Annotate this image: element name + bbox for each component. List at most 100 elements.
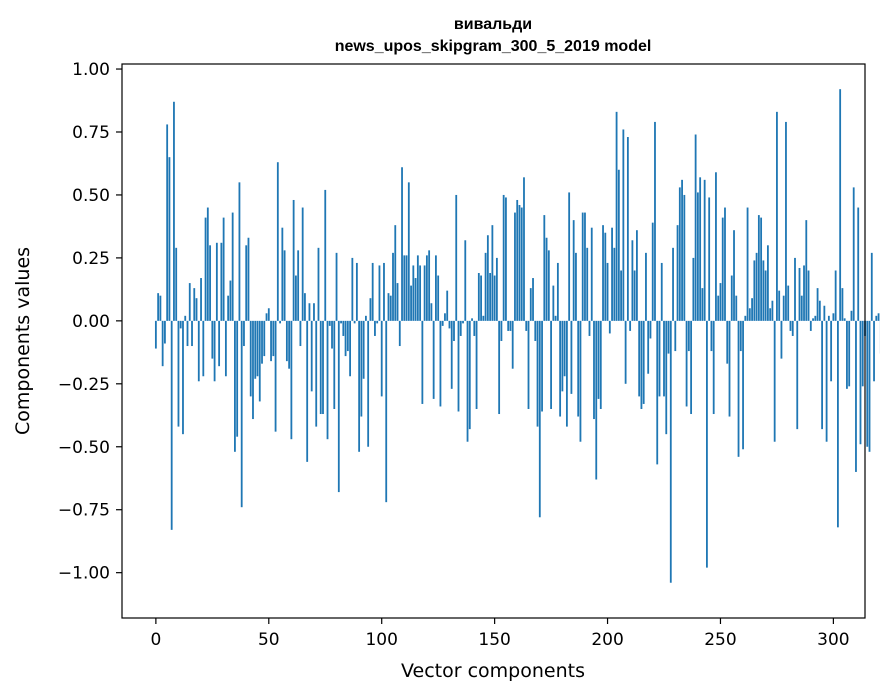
bar (739, 320, 742, 352)
bar (527, 320, 530, 409)
bar (724, 207, 726, 321)
bar (744, 315, 747, 321)
bar (516, 199, 519, 321)
bar (450, 320, 453, 389)
bar (281, 227, 284, 321)
y-tick-label: 0.75 (72, 123, 110, 143)
x-tick-label: 250 (704, 630, 736, 650)
bar (868, 320, 871, 452)
bar (733, 230, 735, 321)
bar (486, 235, 489, 321)
bar (789, 320, 792, 331)
bar (315, 320, 318, 427)
bar (827, 315, 830, 321)
bar (333, 320, 336, 409)
bar (168, 157, 171, 321)
bar (588, 320, 591, 336)
bar (545, 237, 548, 321)
bar (464, 240, 467, 321)
bar (240, 320, 243, 508)
bar (514, 212, 516, 321)
bar (304, 293, 306, 321)
bar (681, 179, 683, 321)
bar (369, 298, 372, 321)
bar (310, 320, 313, 392)
bar (238, 182, 241, 321)
bar (715, 172, 717, 321)
bar (622, 129, 625, 321)
bar (261, 320, 263, 364)
bar (572, 220, 575, 321)
bar (493, 275, 496, 321)
bar (502, 194, 505, 321)
bar (353, 320, 356, 324)
bar (658, 320, 661, 397)
bar (335, 252, 338, 321)
bar (638, 320, 641, 397)
bar (466, 320, 469, 442)
bar (322, 320, 324, 415)
bar (258, 320, 261, 402)
bar (633, 270, 636, 321)
bar (839, 89, 842, 321)
bar (511, 320, 514, 369)
bar (606, 262, 609, 321)
bar (292, 199, 295, 321)
bar (227, 295, 230, 321)
bar (489, 273, 492, 321)
bar (791, 320, 794, 336)
bar (419, 265, 422, 321)
bar (473, 320, 476, 336)
bar (428, 250, 431, 321)
bar (561, 320, 564, 392)
x-tick-label: 50 (258, 630, 280, 650)
bar (263, 320, 266, 357)
bar (197, 320, 200, 382)
bar (385, 320, 388, 503)
bar (536, 320, 539, 427)
bar (848, 320, 851, 387)
x-tick-label: 300 (817, 630, 849, 650)
bar (274, 320, 277, 432)
y-tick-label: 0.25 (72, 249, 110, 269)
bar (342, 320, 345, 336)
bar (222, 217, 225, 321)
bar (491, 225, 494, 321)
bar (401, 167, 403, 321)
bar (674, 320, 677, 352)
bar (236, 320, 239, 437)
bar (453, 320, 455, 341)
bar (742, 320, 744, 450)
bar (649, 320, 652, 339)
bar (331, 320, 333, 349)
bar (579, 320, 582, 442)
bar (475, 320, 478, 409)
bar (498, 320, 501, 415)
bar (234, 320, 236, 452)
bar (224, 320, 227, 377)
bar (270, 320, 272, 362)
y-tick-label: 0.50 (72, 186, 110, 206)
bar (520, 207, 523, 321)
bar (692, 257, 695, 321)
x-tick-label: 0 (150, 630, 161, 650)
bar (640, 320, 643, 409)
bars-group (154, 89, 880, 583)
bar (706, 320, 708, 568)
bar (213, 320, 216, 382)
bar (694, 134, 697, 321)
bar (394, 225, 397, 321)
bar (186, 320, 189, 347)
bar (410, 285, 412, 321)
bar (861, 320, 864, 387)
bar (317, 247, 320, 321)
bar (604, 232, 607, 321)
bar (794, 257, 796, 321)
bar (570, 320, 573, 394)
bar (265, 313, 268, 321)
bar (405, 255, 408, 321)
bar (843, 318, 846, 321)
bar (459, 320, 462, 336)
bar (340, 320, 342, 324)
bar (484, 252, 487, 321)
